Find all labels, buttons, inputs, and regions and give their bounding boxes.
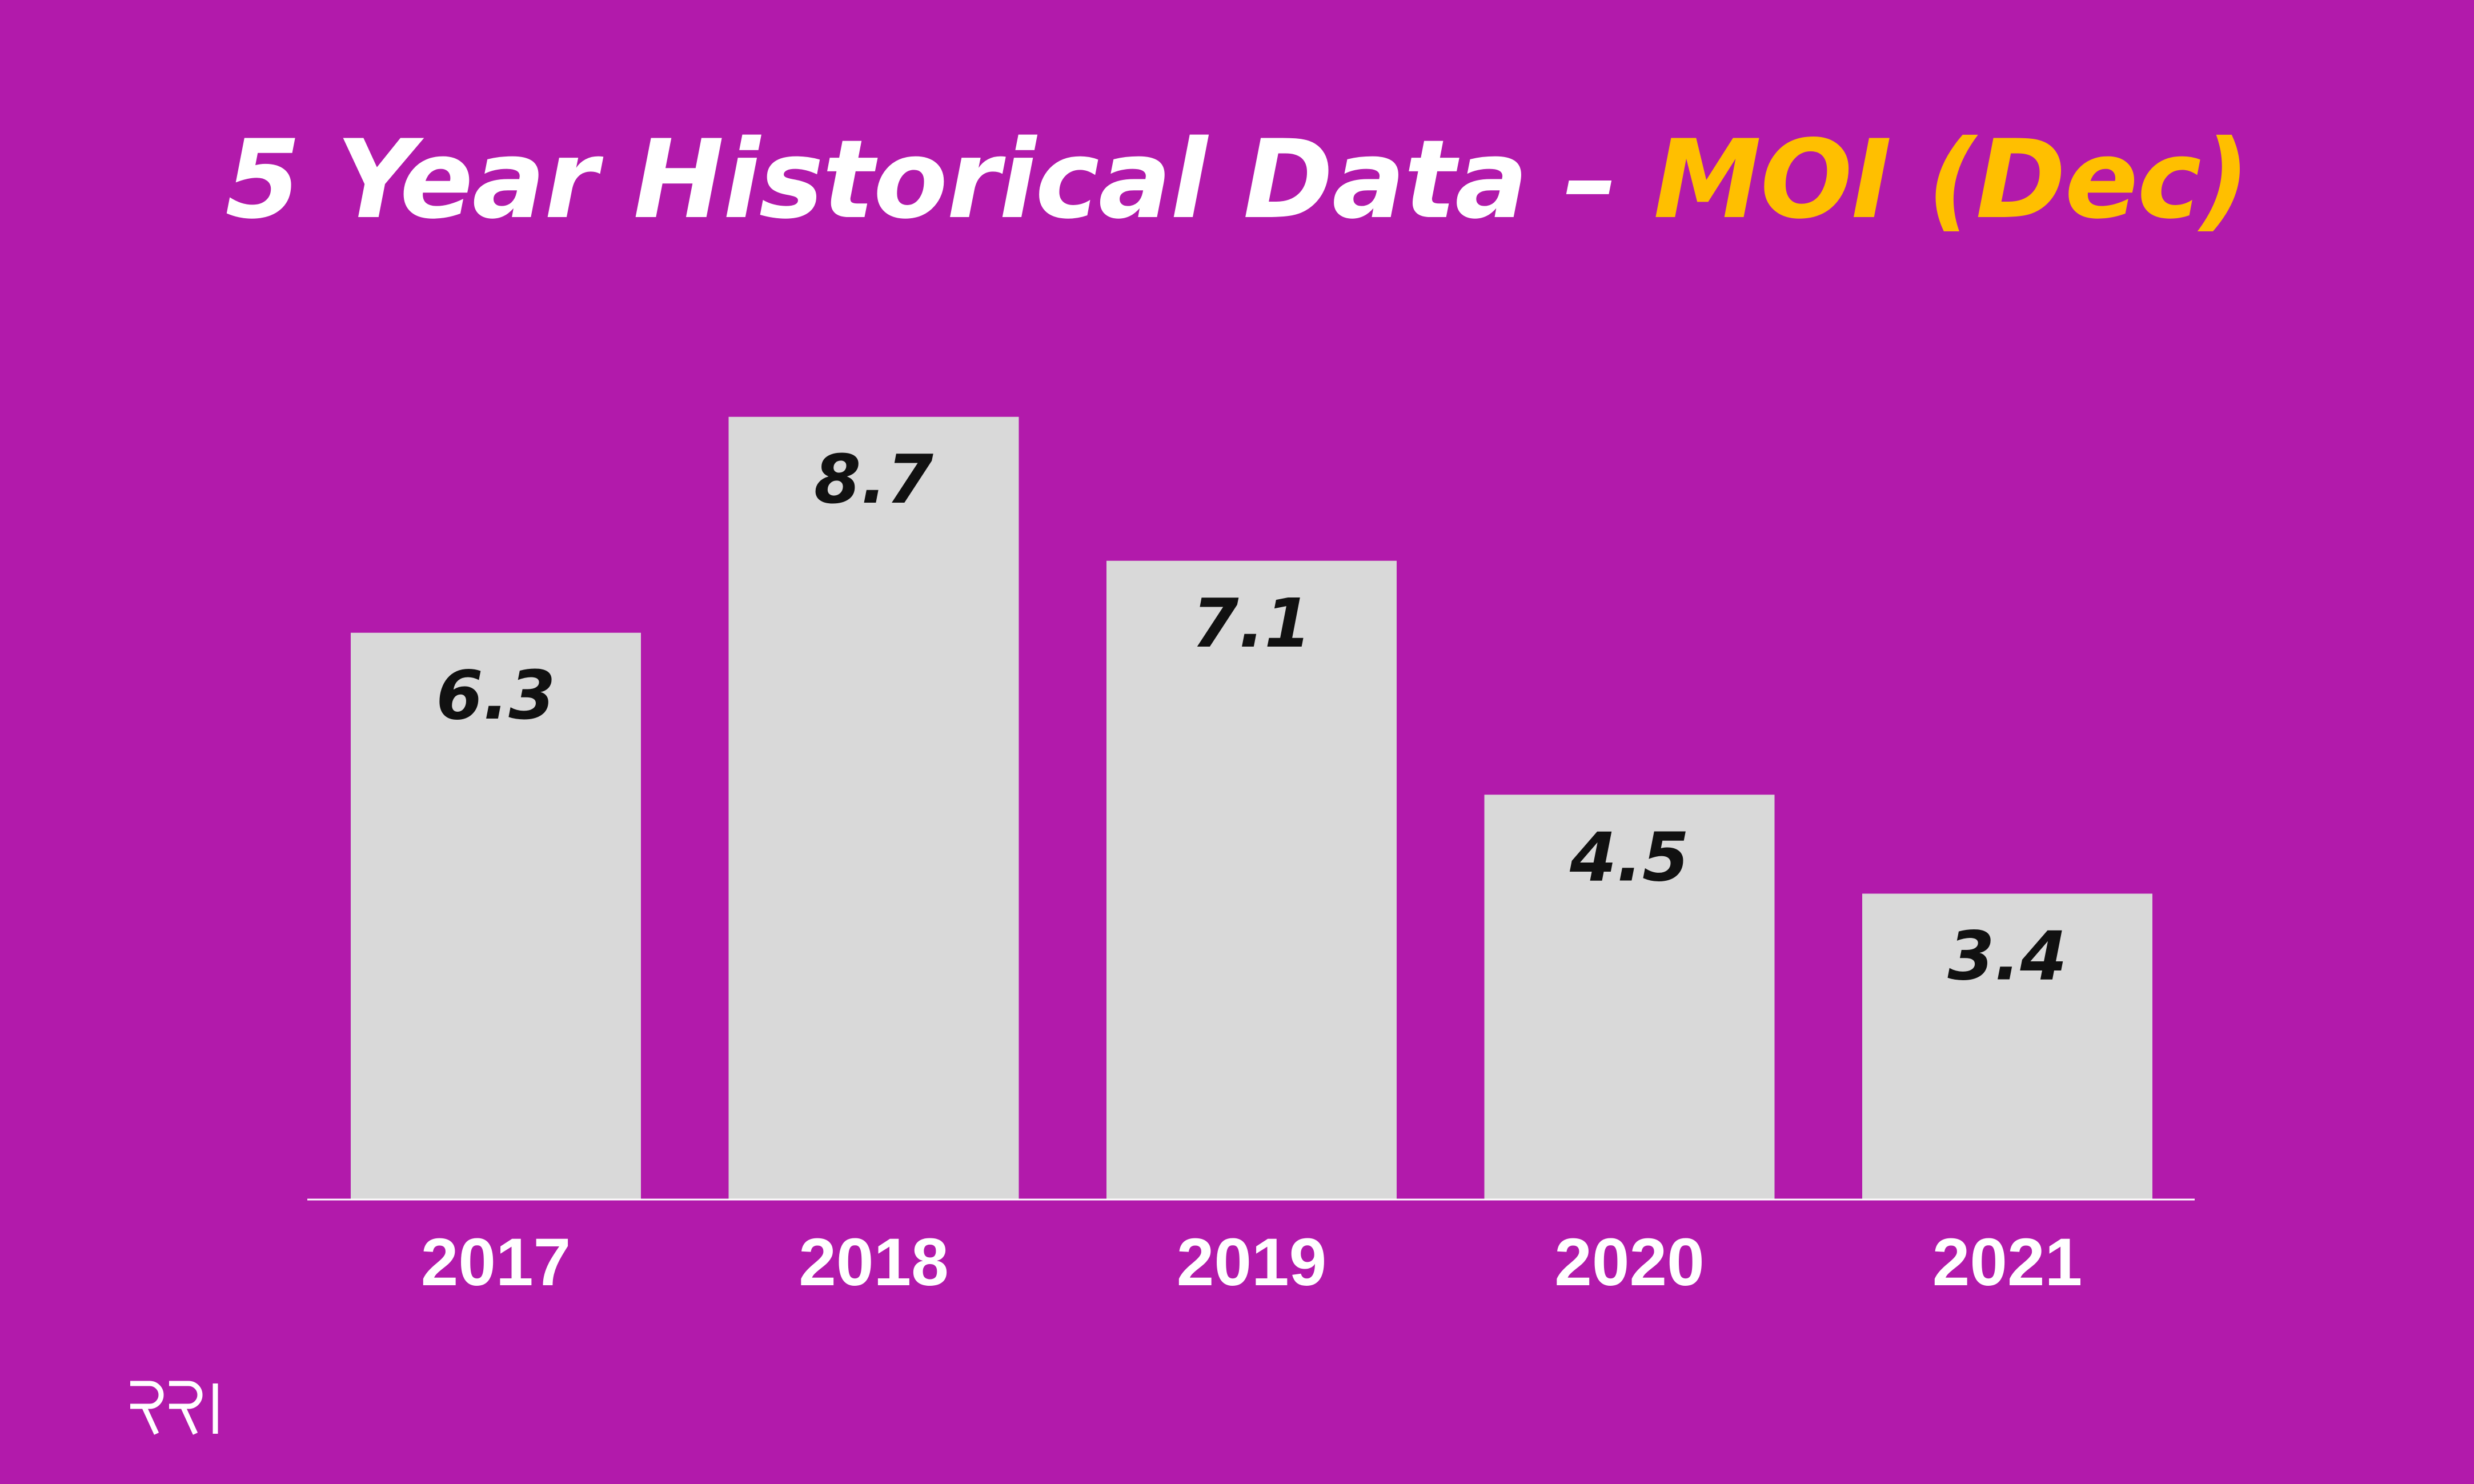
bar-2019 bbox=[1106, 560, 1397, 1200]
rri-logo-icon bbox=[130, 1381, 218, 1435]
category-label-2017: 2017 bbox=[421, 1225, 571, 1300]
value-label-2021: 3.4 bbox=[1947, 917, 2067, 996]
bar-2020 bbox=[1484, 795, 1775, 1200]
bars-group bbox=[351, 416, 2152, 1200]
value-label-2017: 6.3 bbox=[436, 656, 555, 735]
chart-title-main: 5 Year Historical Data – bbox=[225, 117, 1654, 243]
category-label-2019: 2019 bbox=[1177, 1225, 1327, 1300]
value-label-2020: 4.5 bbox=[1569, 817, 1689, 896]
category-label-2018: 2018 bbox=[799, 1225, 949, 1300]
chart-title: 5 Year Historical Data – MOI (Dec) bbox=[0, 117, 2474, 243]
labels-group: 6.3 2017 8.7 2018 7.1 2019 4.5 2020 3.4 2021 bbox=[421, 440, 2083, 1300]
category-label-2021: 2021 bbox=[1932, 1225, 2083, 1300]
bar-2017 bbox=[351, 632, 641, 1200]
value-label-2019: 7.1 bbox=[1192, 584, 1311, 663]
value-label-2018: 8.7 bbox=[814, 440, 933, 519]
bar-2018 bbox=[728, 416, 1019, 1200]
category-label-2020: 2020 bbox=[1554, 1225, 1705, 1300]
chart-title-accent: MOI (Dec) bbox=[1653, 117, 2250, 243]
bar-2021 bbox=[1862, 893, 2152, 1200]
